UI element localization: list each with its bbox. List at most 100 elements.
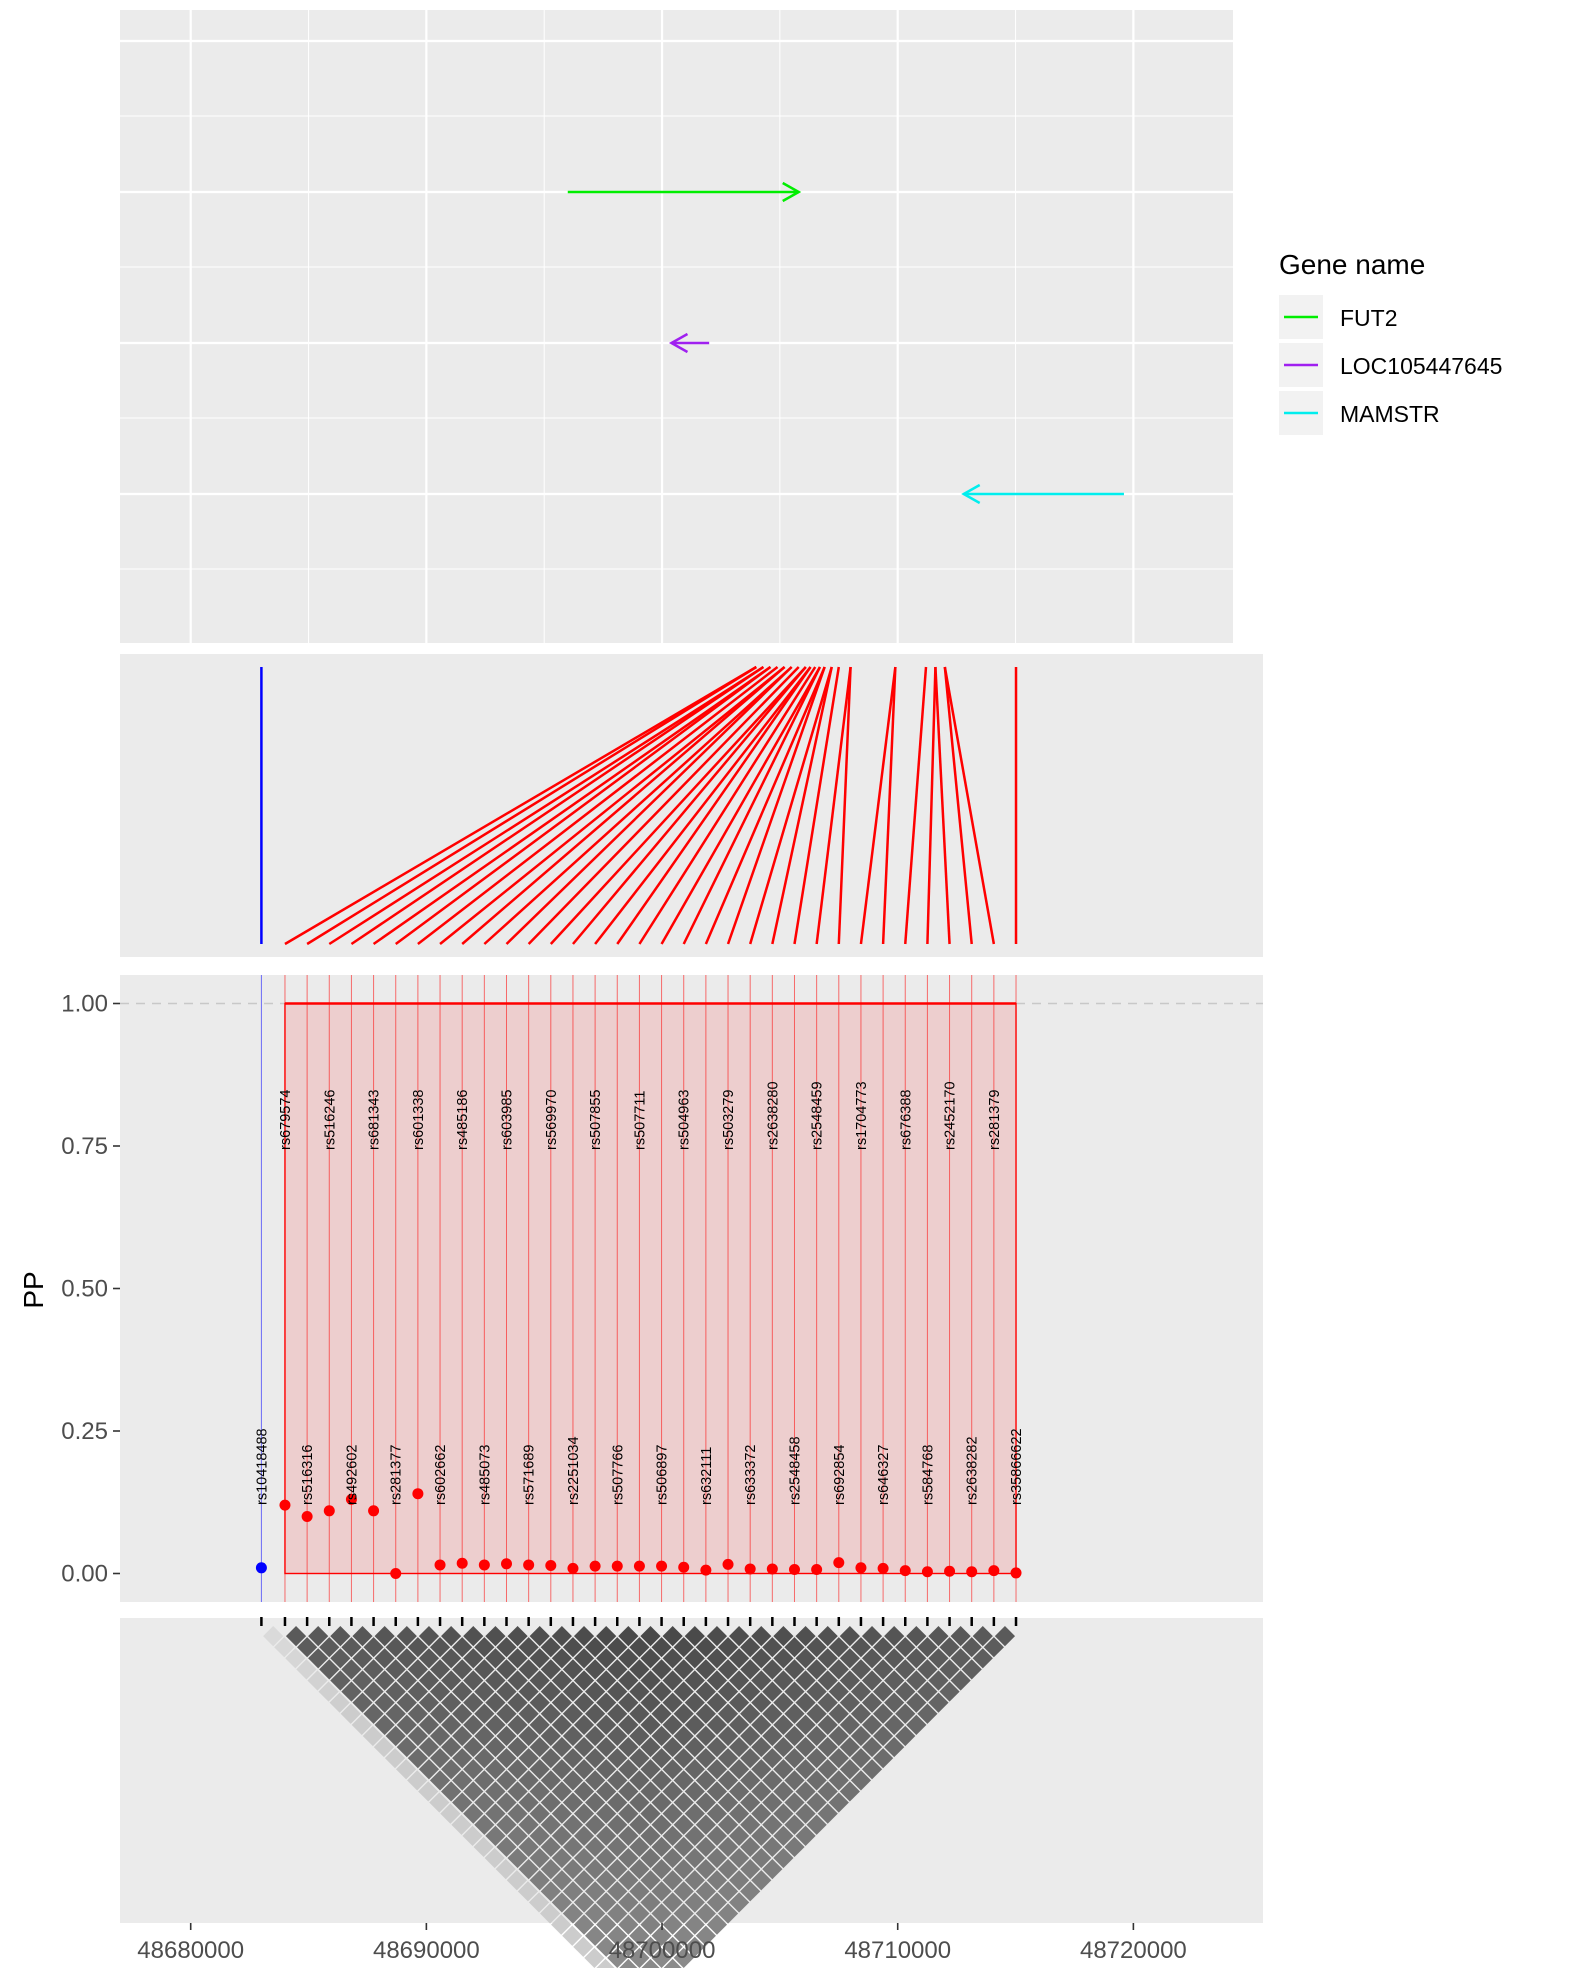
snp-label-rs2452170: rs2452170 xyxy=(943,1081,959,1150)
ld-cell xyxy=(596,1692,617,1713)
ld-cell xyxy=(651,1770,672,1791)
ld-cell xyxy=(895,1637,916,1658)
ld-cell xyxy=(485,1781,506,1802)
ld-cell xyxy=(662,1892,683,1913)
ld-cell xyxy=(618,1803,639,1824)
ld-cell xyxy=(740,1725,761,1747)
ld-cell xyxy=(884,1626,905,1647)
snp-label-rs281379: rs281379 xyxy=(987,1090,1003,1150)
ld-cell xyxy=(861,1670,883,1691)
ld-cell xyxy=(629,1637,650,1658)
ld-cell xyxy=(629,1903,650,1924)
ld-cell xyxy=(573,1803,595,1824)
ld-cell xyxy=(928,1648,949,1669)
ld-cell xyxy=(384,1748,406,1769)
ld-cell xyxy=(706,1714,728,1735)
ld-cell xyxy=(584,1947,605,1968)
gene-arrow-head xyxy=(961,483,981,505)
legend: Gene name FUT2 LOC105447645 MAMSTR xyxy=(1279,249,1502,435)
legend-title: Gene name xyxy=(1279,249,1425,280)
ld-cell xyxy=(573,1914,595,1935)
connector-panel xyxy=(120,654,1263,957)
ld-cell xyxy=(762,1748,783,1769)
ld-cell xyxy=(496,1748,517,1769)
ld-cell xyxy=(950,1648,971,1669)
connector-line-rs506897 xyxy=(660,666,822,945)
ld-cell xyxy=(861,1692,883,1713)
ld-cell xyxy=(740,1881,761,1902)
ld-cell xyxy=(651,1659,672,1680)
ld-cell xyxy=(540,1814,561,1835)
ld-cell xyxy=(463,1803,484,1824)
ld-cell xyxy=(806,1814,827,1835)
ld-cell xyxy=(640,1759,661,1780)
ld-cell xyxy=(496,1725,517,1747)
snp-label-rs503279: rs503279 xyxy=(721,1090,737,1150)
y-axis: 0.00 0.25 0.50 0.75 1.00 xyxy=(61,991,120,1588)
ld-cell xyxy=(729,1759,750,1780)
ld-cell xyxy=(640,1626,661,1647)
snp-point-rs2251034 xyxy=(567,1562,579,1574)
ld-cell xyxy=(441,1781,462,1802)
ld-cell xyxy=(418,1648,440,1669)
ld-cell xyxy=(518,1859,539,1880)
connector-line-rs646327 xyxy=(881,666,897,945)
ld-cell xyxy=(928,1670,949,1691)
ld-cell xyxy=(596,1958,615,1968)
x-tick-label: 48700000 xyxy=(609,1937,716,1964)
ld-cell xyxy=(396,1692,417,1713)
ld-cell xyxy=(619,1958,638,1968)
connector-line-rs692854 xyxy=(837,666,852,945)
ld-cell xyxy=(352,1648,373,1669)
ld-cell xyxy=(629,1659,650,1680)
ld-cell xyxy=(363,1659,384,1680)
ld-cell xyxy=(673,1703,694,1724)
ld-cell xyxy=(362,1725,383,1747)
ld-cell xyxy=(784,1681,805,1702)
connector-line-rs503279 xyxy=(726,666,826,945)
ld-cell xyxy=(751,1870,772,1891)
ld-cell xyxy=(596,1736,617,1758)
ld-cell xyxy=(540,1637,561,1658)
snp-label-rs601338: rs601338 xyxy=(411,1090,427,1150)
ld-cell xyxy=(341,1681,362,1702)
ld-cell xyxy=(540,1703,561,1724)
ld-cell xyxy=(806,1748,827,1769)
ld-cell xyxy=(629,1792,650,1813)
ld-cell xyxy=(817,1759,838,1780)
ld-cell xyxy=(729,1825,750,1846)
ld-cell xyxy=(983,1637,1004,1658)
ld-cell xyxy=(618,1914,639,1935)
y-tick-label: 0.25 xyxy=(61,1418,108,1445)
ld-cell xyxy=(662,1626,683,1647)
ld-cell xyxy=(706,1914,728,1935)
ld-cell xyxy=(452,1748,473,1769)
ld-cell xyxy=(917,1681,938,1702)
ld-cell xyxy=(673,1792,694,1813)
ld-cell xyxy=(474,1703,495,1724)
ld-cell xyxy=(717,1748,739,1769)
snp-point-rs485186 xyxy=(456,1557,468,1569)
ld-cell xyxy=(773,1626,794,1647)
ld-cell xyxy=(884,1714,905,1735)
ld-cell xyxy=(596,1648,617,1669)
snp-label-rs492602: rs492602 xyxy=(344,1445,360,1505)
legend-item-loc105447645: LOC105447645 xyxy=(1279,343,1502,387)
ld-cell xyxy=(817,1648,838,1669)
ld-cell xyxy=(529,1781,550,1802)
snp-point-rs504963 xyxy=(678,1561,690,1573)
ld-cell xyxy=(441,1648,462,1669)
ld-cell xyxy=(762,1859,783,1880)
ld-cell xyxy=(640,1870,661,1891)
ld-cell xyxy=(562,1748,584,1769)
ld-cell xyxy=(640,1648,661,1669)
ld-cell xyxy=(551,1714,572,1735)
ld-cell xyxy=(673,1725,694,1747)
ld-cell xyxy=(773,1648,794,1669)
ld-cell xyxy=(363,1681,384,1702)
ld-cell xyxy=(939,1637,960,1658)
ld-cell xyxy=(441,1759,462,1780)
snp-point-rs485073 xyxy=(478,1559,490,1571)
snp-point-rs281379 xyxy=(988,1565,1000,1577)
ld-cell xyxy=(662,1759,683,1780)
